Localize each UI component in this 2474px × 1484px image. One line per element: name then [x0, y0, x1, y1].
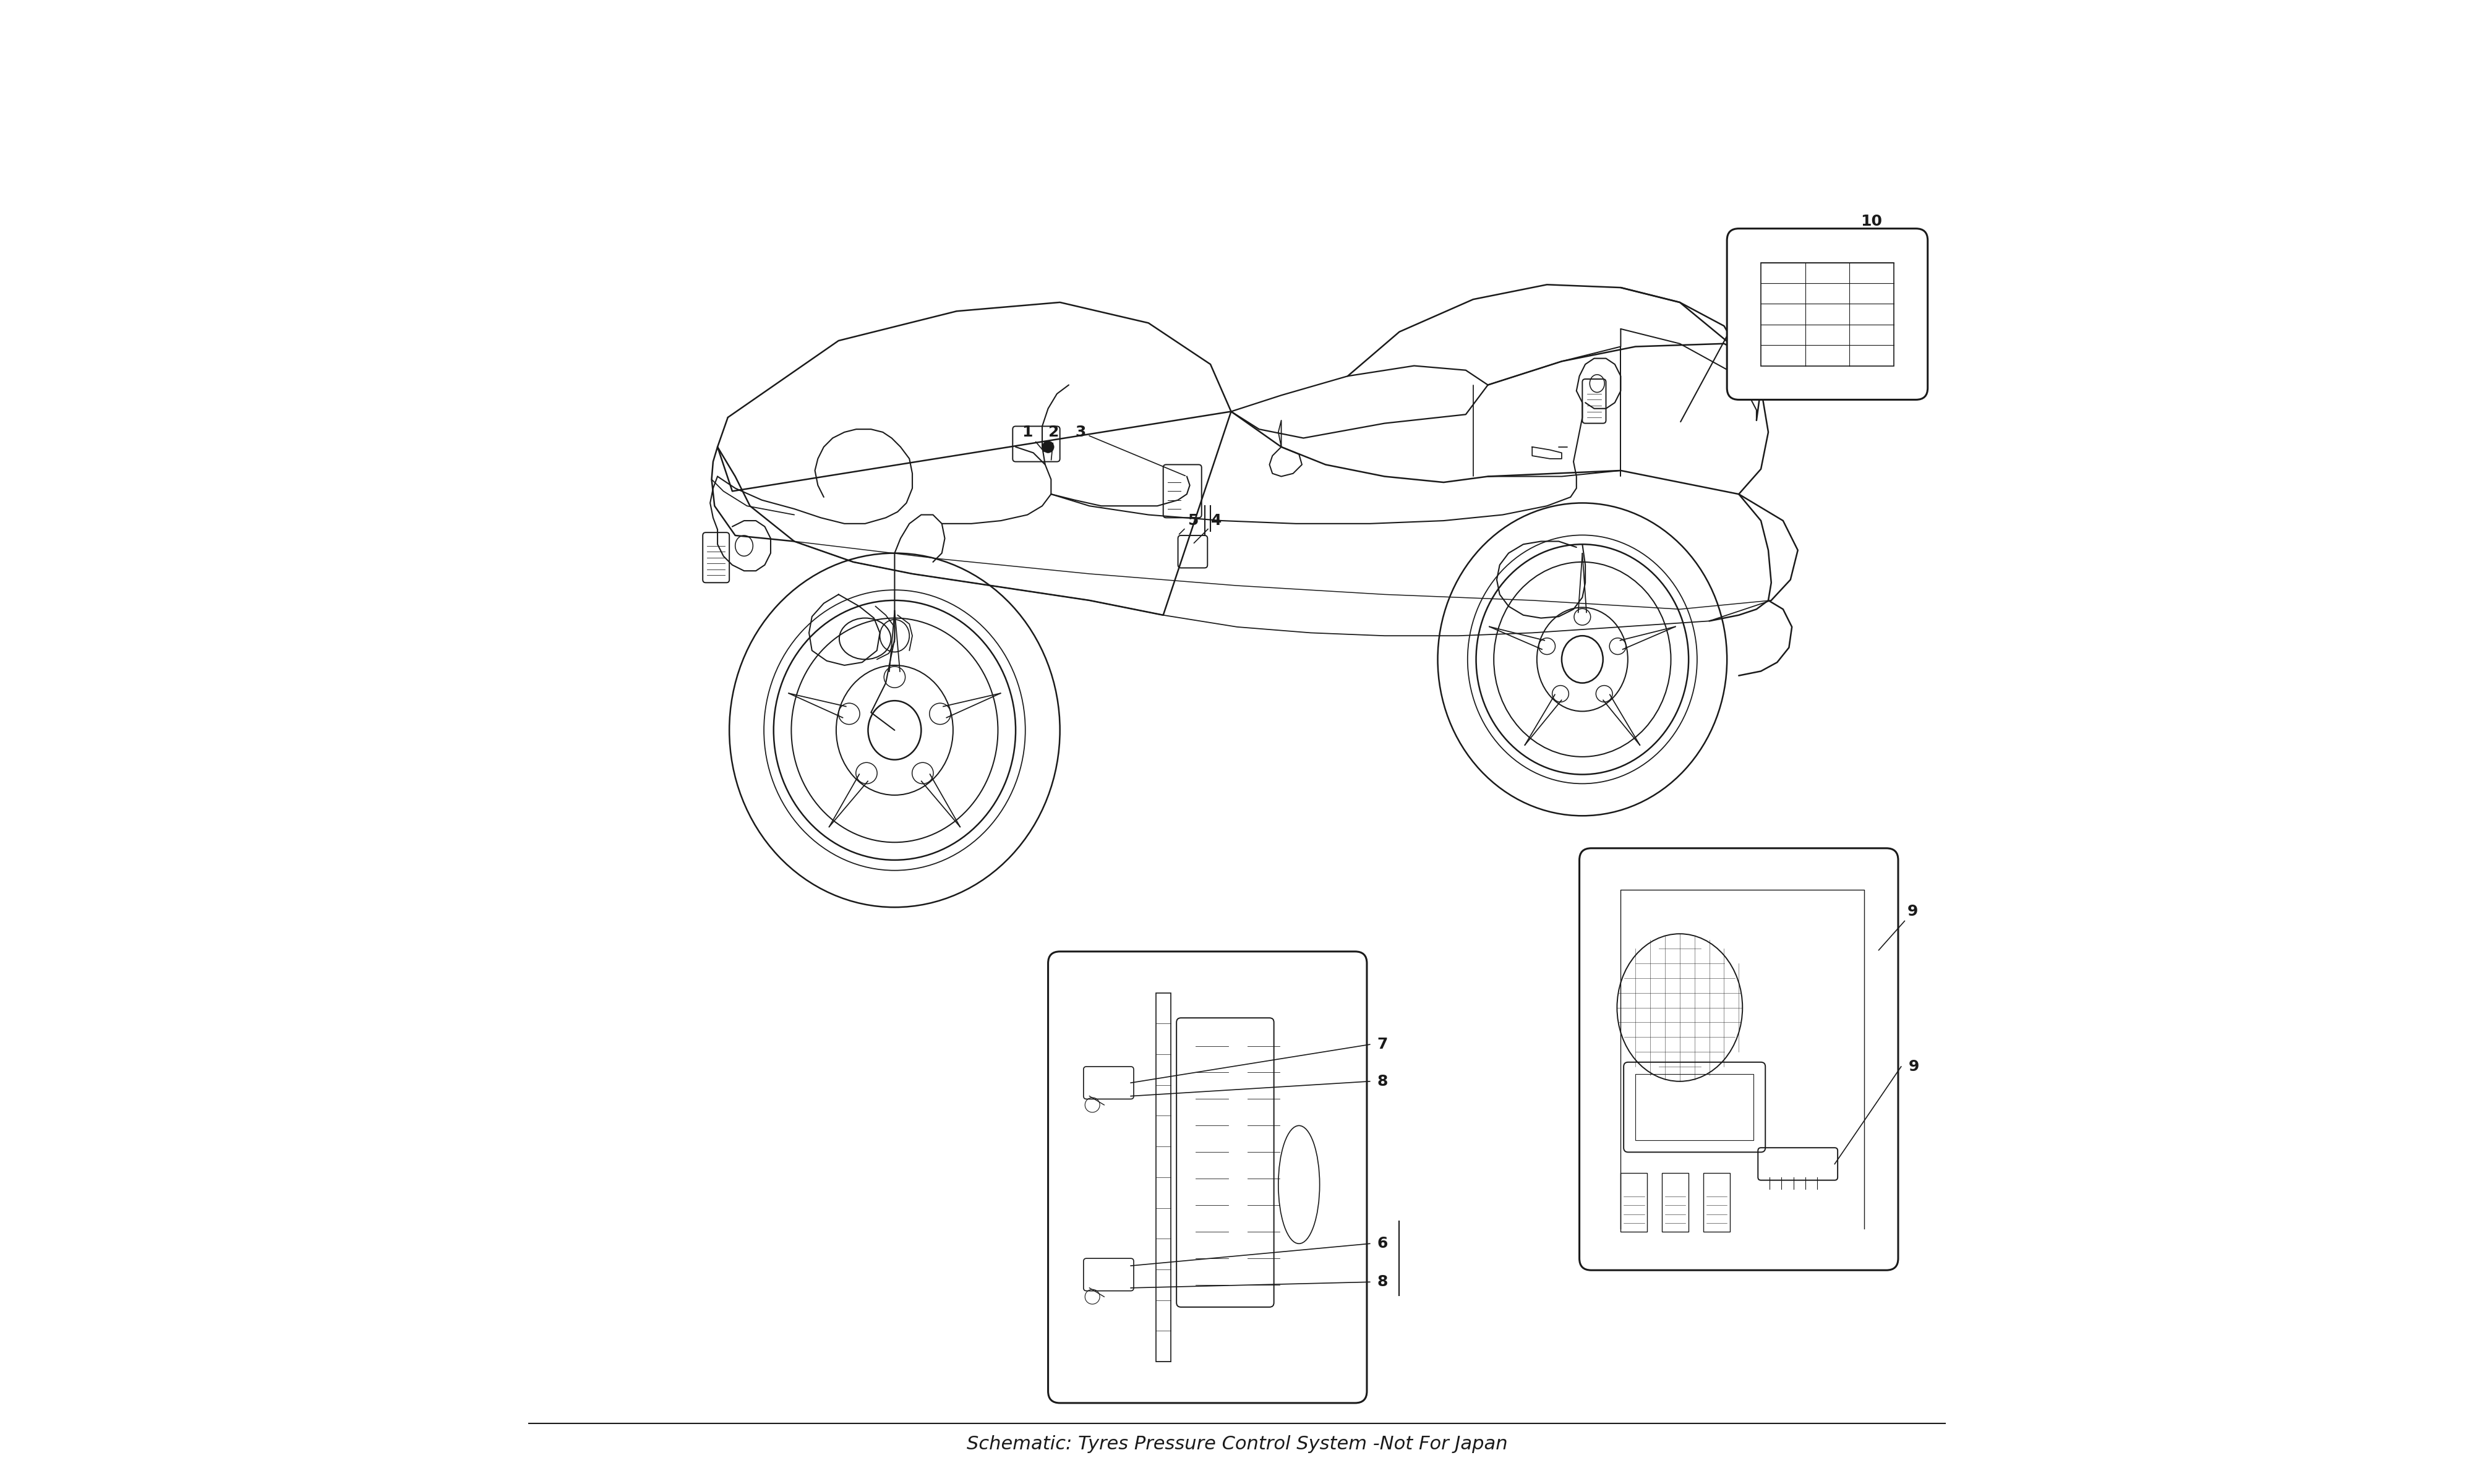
Bar: [1155, 993, 1170, 1362]
Text: 2: 2: [1049, 424, 1059, 460]
Text: 7: 7: [1378, 1037, 1388, 1052]
Text: 9: 9: [1907, 1060, 1920, 1074]
Circle shape: [1042, 441, 1054, 453]
Bar: [1761, 263, 1893, 365]
Text: 4: 4: [1195, 513, 1222, 543]
Bar: [1705, 1172, 1729, 1232]
Text: 9: 9: [1878, 904, 1917, 950]
FancyBboxPatch shape: [1727, 229, 1927, 399]
Text: 6: 6: [1378, 1236, 1388, 1251]
Bar: [1635, 1074, 1754, 1140]
Text: 8: 8: [1378, 1275, 1388, 1290]
Text: 10: 10: [1860, 214, 1883, 229]
FancyBboxPatch shape: [1578, 849, 1898, 1270]
Text: 8: 8: [1378, 1074, 1388, 1089]
Bar: [1620, 1172, 1648, 1232]
Text: 1: 1: [1022, 424, 1044, 451]
Text: Schematic: Tyres Pressure Control System -Not For Japan: Schematic: Tyres Pressure Control System…: [967, 1435, 1507, 1453]
Text: 3: 3: [1076, 424, 1185, 476]
Bar: [1663, 1172, 1690, 1232]
FancyBboxPatch shape: [1049, 951, 1366, 1402]
Text: 5: 5: [1180, 513, 1197, 534]
Polygon shape: [717, 303, 1232, 491]
